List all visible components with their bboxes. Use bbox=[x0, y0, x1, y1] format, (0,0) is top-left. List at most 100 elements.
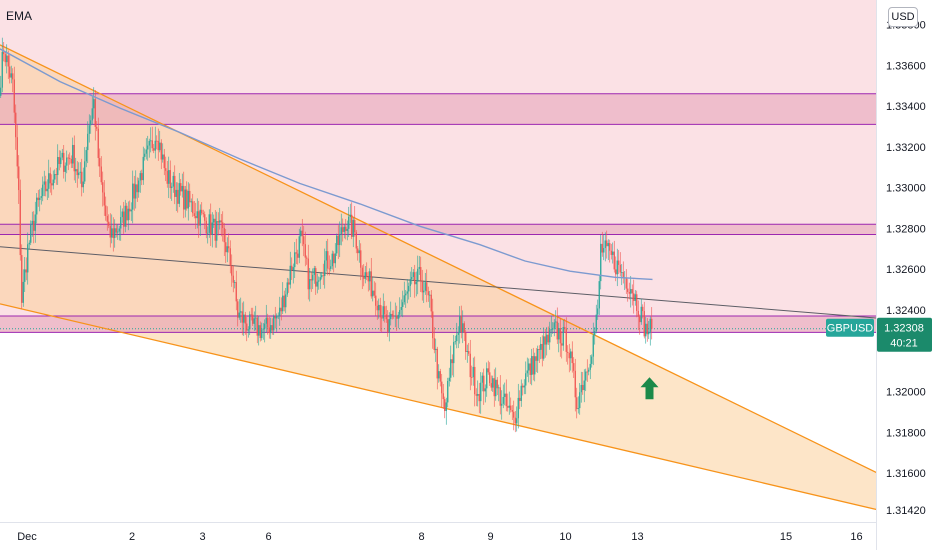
candle-body bbox=[432, 311, 434, 339]
candle-body bbox=[43, 181, 45, 185]
candle-body bbox=[511, 409, 513, 412]
candle-body bbox=[486, 368, 488, 389]
candle-body bbox=[244, 314, 246, 324]
price-tick-label: 1.31420 bbox=[886, 505, 926, 517]
candle-body bbox=[519, 397, 521, 401]
candle-body bbox=[76, 169, 78, 176]
candle-body bbox=[568, 352, 570, 359]
candle-body bbox=[133, 183, 135, 199]
candle-body bbox=[447, 381, 449, 403]
symbol-tag bbox=[826, 318, 874, 337]
candle-body bbox=[196, 211, 198, 219]
candle-body bbox=[640, 306, 642, 323]
candle-body bbox=[54, 174, 56, 180]
candle-body bbox=[645, 323, 647, 337]
candle-body bbox=[513, 411, 515, 418]
currency-badge[interactable]: USD bbox=[888, 7, 918, 27]
candle-body bbox=[22, 281, 24, 303]
candle-body bbox=[520, 385, 522, 401]
candle-body bbox=[343, 226, 345, 232]
candle-body bbox=[84, 161, 86, 182]
candle-body bbox=[358, 250, 360, 254]
candle-body bbox=[357, 248, 359, 254]
candle-body bbox=[190, 201, 192, 203]
candle-body bbox=[493, 378, 495, 397]
candle-body bbox=[165, 168, 167, 171]
candle-body bbox=[637, 310, 639, 317]
candle-body bbox=[33, 220, 35, 231]
candle-body bbox=[429, 294, 431, 296]
candle-body bbox=[540, 343, 542, 350]
indicator-label[interactable]: EMA bbox=[6, 9, 33, 23]
price-tick-label: 1.32800 bbox=[886, 223, 926, 235]
candle-body bbox=[312, 274, 314, 281]
candle-body bbox=[612, 251, 614, 255]
time-tick-label: 8 bbox=[418, 531, 424, 543]
candle-body bbox=[337, 235, 339, 246]
candle-body bbox=[18, 166, 20, 191]
candle-body bbox=[298, 236, 300, 258]
candle-body bbox=[643, 311, 645, 337]
candle-body bbox=[13, 79, 15, 113]
candle-body bbox=[331, 253, 333, 267]
candle-body bbox=[462, 323, 464, 333]
candle-body bbox=[55, 174, 57, 176]
candle-body bbox=[211, 222, 213, 235]
candle-body bbox=[457, 332, 459, 335]
candle-body bbox=[565, 328, 567, 352]
candle-body bbox=[504, 393, 506, 397]
candle-body bbox=[364, 272, 366, 279]
candle-body bbox=[30, 224, 32, 243]
candle-body bbox=[360, 250, 362, 268]
candle-body bbox=[0, 87, 2, 96]
candle-body bbox=[549, 329, 551, 343]
candle-body bbox=[636, 294, 638, 311]
candle-body bbox=[222, 222, 224, 229]
candle-body bbox=[579, 392, 581, 409]
candle-body bbox=[301, 230, 303, 237]
candle-body bbox=[340, 227, 342, 235]
candle-body bbox=[651, 318, 653, 329]
candle-body bbox=[646, 323, 648, 335]
price-tick-label: 1.32600 bbox=[886, 264, 926, 276]
candle-body bbox=[342, 227, 344, 232]
candle-body bbox=[591, 356, 593, 364]
candle-body bbox=[61, 152, 63, 158]
candle-body bbox=[603, 248, 605, 253]
candle-body bbox=[177, 189, 179, 204]
candle-body bbox=[169, 170, 171, 188]
candle-body bbox=[252, 314, 254, 324]
candle-body bbox=[288, 282, 290, 285]
candle-body bbox=[580, 384, 582, 393]
candle-body bbox=[448, 377, 450, 382]
candle-body bbox=[496, 379, 498, 389]
candle-body bbox=[87, 133, 89, 151]
candle-body bbox=[325, 251, 327, 261]
channel-lower-line bbox=[0, 303, 878, 511]
candle-body bbox=[346, 228, 348, 231]
candle-body bbox=[531, 356, 533, 375]
candle-body bbox=[255, 317, 257, 319]
candle-body bbox=[403, 295, 405, 303]
candle-body bbox=[262, 328, 264, 330]
candle-body bbox=[162, 154, 164, 160]
candle-body bbox=[468, 351, 470, 354]
candle-body bbox=[334, 253, 336, 264]
candle-body bbox=[286, 282, 288, 295]
candle-body bbox=[625, 277, 627, 289]
candle-body bbox=[405, 293, 407, 296]
candle-body bbox=[240, 311, 242, 313]
candle-body bbox=[307, 258, 309, 290]
candle-body bbox=[121, 211, 123, 218]
candle-body bbox=[208, 214, 210, 233]
candle-body bbox=[282, 295, 284, 312]
candle-body bbox=[610, 250, 612, 255]
candle-body bbox=[249, 314, 251, 330]
candle-body bbox=[601, 243, 603, 253]
candle-body bbox=[114, 228, 116, 239]
time-tick-label: 13 bbox=[631, 531, 643, 543]
candle-body bbox=[220, 220, 222, 223]
candle-body bbox=[439, 371, 441, 382]
